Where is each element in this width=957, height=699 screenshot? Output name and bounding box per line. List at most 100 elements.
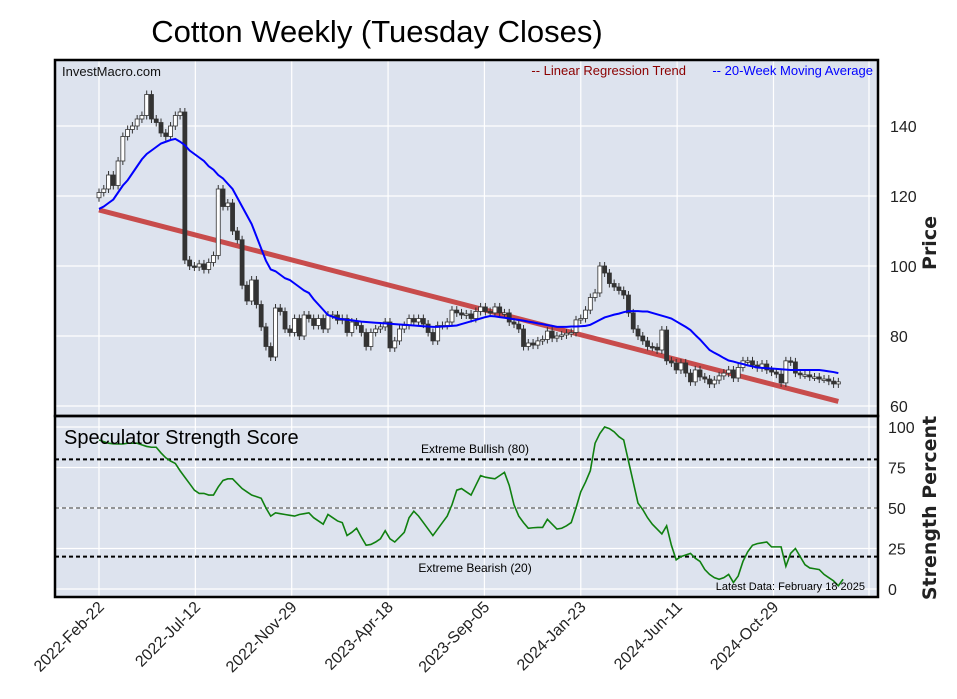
price-candle [626, 291, 631, 317]
price-candle [697, 365, 703, 381]
price-candle [540, 335, 546, 345]
date-axis: 2022-Feb-22 2022-Jul-12 2022-Nov-29 2023-Ap… [31, 599, 782, 677]
date-tick-label: 2022-Nov-29 [223, 599, 301, 677]
price-candle [640, 332, 646, 345]
price-candle [344, 314, 350, 337]
price-candle [778, 370, 784, 387]
date-tick-label: 2023-Sep-05 [416, 599, 494, 677]
price-candle [182, 108, 188, 265]
price-candle [711, 376, 717, 388]
price-candle [478, 302, 484, 316]
price-candle [802, 370, 808, 379]
date-tick-label: 2022-Feb-22 [31, 599, 108, 676]
price-candle [630, 308, 636, 333]
price-candle [296, 314, 302, 340]
price-candle [525, 339, 531, 351]
price-candle [459, 308, 464, 319]
price-candle [645, 336, 650, 351]
price-candle [516, 320, 522, 333]
price-candle [783, 356, 789, 387]
price-tick-label: 100 [890, 259, 917, 276]
price-candle [230, 199, 235, 235]
price-axis-label: Price [919, 216, 941, 270]
price-candle [134, 115, 140, 130]
strength-tick-label: 100 [888, 420, 915, 437]
date-tick-label: 2022-Jul-12 [132, 599, 204, 671]
chart-title: Cotton Weekly (Tuesday Closes) [151, 14, 602, 49]
price-candle [282, 307, 288, 333]
price-series [96, 90, 841, 404]
price-candle [249, 276, 255, 305]
price-candle [578, 314, 584, 324]
price-candle [129, 122, 135, 134]
price-candle [149, 90, 154, 123]
price-candle [354, 318, 359, 330]
latest-data-annotation: Latest Data: February 18 2025 [716, 581, 865, 593]
price-candle [110, 171, 116, 190]
price-candle [664, 326, 670, 365]
price-candle [764, 360, 770, 374]
price-candle [606, 269, 612, 288]
price-candle [120, 132, 126, 165]
strength-tick-label: 50 [888, 501, 906, 518]
price-candle [659, 326, 665, 354]
price-candle [220, 185, 226, 211]
price-candle [592, 288, 598, 302]
gridlines [55, 60, 878, 597]
price-candle [721, 369, 727, 380]
price-candle [726, 365, 732, 378]
price-candle [688, 369, 693, 386]
extreme-bearish-label: Extreme Bearish (20) [418, 561, 531, 575]
price-candle [177, 108, 183, 120]
price-candle [292, 314, 297, 337]
price-candle [807, 370, 813, 381]
price-candle [497, 302, 503, 317]
price-candle [254, 276, 259, 309]
price-candle [492, 302, 498, 317]
price-candle [816, 372, 822, 384]
price-candle [793, 357, 798, 378]
price-candle [731, 365, 736, 382]
price-candle [502, 308, 507, 317]
price-candle [611, 279, 617, 291]
price-candle [239, 235, 245, 290]
price-candle [602, 262, 608, 277]
price-candle [316, 314, 321, 330]
price-candle [411, 314, 417, 326]
price-candle [544, 327, 550, 344]
price-candle [535, 336, 541, 350]
extreme-bullish-label: Extreme Bullish (80) [421, 442, 529, 456]
legend-ma: -- 20-Week Moving Average [712, 63, 873, 78]
price-candle [268, 342, 274, 361]
price-candle [153, 115, 159, 127]
price-candle [454, 306, 460, 317]
price-candle [425, 320, 431, 337]
price-candle [621, 286, 627, 300]
price-candle [673, 358, 679, 374]
price-candle [530, 339, 536, 350]
price-candle [707, 375, 712, 388]
strength-axis-label: Strength Percent [919, 416, 941, 600]
price-candle [554, 332, 560, 343]
price-candle [244, 281, 250, 305]
watermark: InvestMacro.com [62, 64, 161, 79]
price-candle [191, 262, 197, 272]
price-candle [225, 199, 231, 211]
price-candle [96, 188, 102, 202]
price-tick-label: 140 [890, 119, 917, 136]
price-candle [831, 377, 836, 388]
price-panel [55, 60, 878, 416]
price-tick-label: 80 [890, 329, 908, 346]
price-candle [392, 336, 398, 352]
price-candle [206, 258, 212, 274]
price-candle [163, 129, 169, 141]
price-candle [416, 314, 421, 326]
price-candle [320, 314, 326, 333]
strength-series [55, 426, 878, 587]
price-candle [616, 283, 622, 295]
price-candle [568, 328, 574, 338]
price-candle [196, 259, 202, 272]
price-candle [273, 304, 278, 361]
price-candle [835, 377, 841, 388]
price-candle [745, 356, 751, 365]
